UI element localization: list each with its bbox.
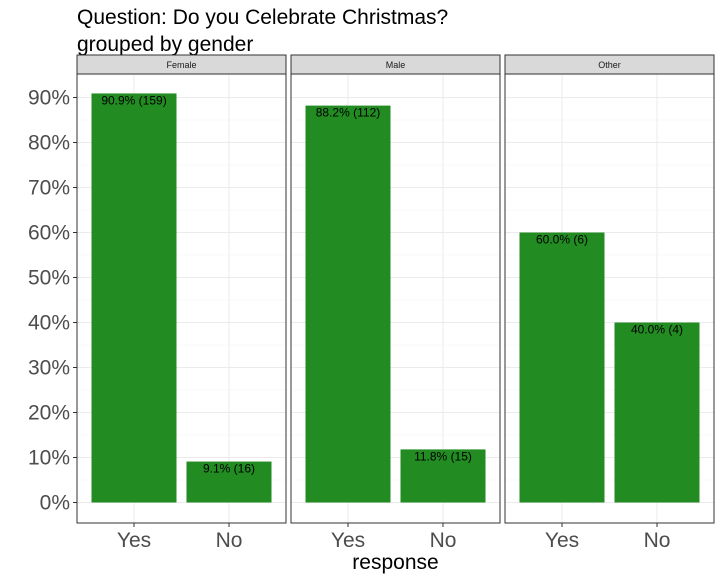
bar-male-no <box>400 449 486 503</box>
y-tick-label: 40% <box>28 312 70 335</box>
facet-strip-label: Female <box>166 60 196 70</box>
title-line: Question: Do you Celebrate Christmas? <box>77 6 449 29</box>
x-tick-label: No <box>430 529 457 552</box>
bar-label: 88.2% (112) <box>316 106 380 120</box>
y-tick-label: 0% <box>40 492 70 515</box>
bar-female-yes <box>91 93 177 503</box>
y-tick-label: 10% <box>28 447 70 470</box>
y-tick-label: 80% <box>28 132 70 155</box>
x-tick-label: Yes <box>117 529 151 552</box>
bar-label: 90.9% (159) <box>101 93 166 107</box>
y-tick-label: 60% <box>28 222 70 245</box>
y-tick-label: 20% <box>28 402 70 425</box>
y-tick-label: 50% <box>28 267 70 290</box>
facet-strip <box>504 54 715 75</box>
x-tick-label: No <box>216 529 243 552</box>
bar-male-yes <box>305 105 391 503</box>
facet-strip <box>290 54 501 75</box>
bar-other-no <box>614 322 700 503</box>
y-tick-label: 30% <box>28 357 70 380</box>
x-tick-label: No <box>644 529 671 552</box>
bar-female-no <box>186 461 272 503</box>
bar-other-yes <box>519 232 605 503</box>
facet-strip <box>76 54 287 75</box>
chart-title: Question: Do you Celebrate Christmas? gr… <box>77 4 448 58</box>
x-tick-label: Yes <box>331 529 365 552</box>
x-tick-label: Yes <box>545 529 579 552</box>
facet-strip-label: Male <box>386 60 406 70</box>
y-tick-label: 70% <box>28 177 70 200</box>
subtitle-line: grouped by gender <box>77 33 254 56</box>
y-tick-label: 90% <box>28 87 70 110</box>
bar-label: 40.0% (4) <box>631 323 683 337</box>
x-axis-title: response <box>352 551 438 574</box>
bar-label: 60.0% (6) <box>536 233 588 247</box>
facet-strip-label: Other <box>598 60 621 70</box>
bar-label: 9.1% (16) <box>203 462 255 476</box>
bar-label: 11.8% (15) <box>414 449 472 463</box>
